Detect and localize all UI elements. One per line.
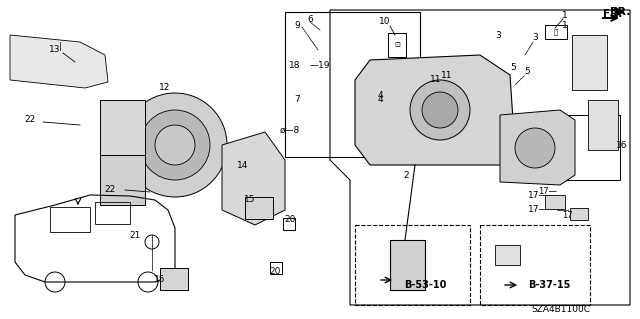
Text: 16: 16: [616, 140, 627, 150]
Text: 20: 20: [284, 216, 296, 225]
Circle shape: [140, 110, 210, 180]
Bar: [390, 240, 425, 290]
Bar: [588, 100, 618, 150]
Text: 14: 14: [237, 160, 249, 169]
Text: 17—: 17—: [538, 188, 557, 197]
Polygon shape: [222, 132, 285, 225]
Text: ø—8: ø—8: [280, 125, 300, 135]
Text: 17: 17: [562, 211, 573, 219]
Bar: [100, 155, 145, 205]
Bar: [388, 33, 406, 57]
Text: 17—: 17—: [528, 190, 548, 199]
Text: 20: 20: [269, 268, 281, 277]
Text: 17—: 17—: [528, 205, 548, 214]
Text: 15: 15: [244, 196, 256, 204]
Text: B-53-10: B-53-10: [404, 280, 446, 290]
Bar: [480, 225, 590, 305]
Text: ⊡: ⊡: [394, 42, 400, 48]
Text: 18: 18: [289, 61, 300, 70]
Text: 1: 1: [562, 20, 568, 29]
Bar: [572, 35, 607, 90]
Text: 7: 7: [294, 95, 300, 105]
Text: FR.: FR.: [610, 7, 630, 17]
Text: 21: 21: [129, 231, 141, 240]
Text: 4: 4: [377, 95, 383, 105]
Text: 9: 9: [294, 20, 300, 29]
Bar: [570, 208, 588, 220]
Bar: [495, 245, 520, 265]
Bar: [95, 202, 130, 224]
Text: FR.: FR.: [603, 9, 622, 19]
Circle shape: [123, 93, 227, 197]
Text: 11: 11: [430, 76, 442, 85]
Text: 4: 4: [377, 91, 383, 100]
Text: 5: 5: [510, 63, 516, 72]
Bar: [245, 197, 273, 219]
Bar: [100, 100, 145, 155]
Text: SZA4B1100C: SZA4B1100C: [531, 306, 590, 315]
Text: 22: 22: [104, 186, 116, 195]
Bar: [270, 262, 282, 274]
Bar: [355, 225, 470, 305]
Text: B-37-15: B-37-15: [528, 280, 570, 290]
Text: ⌗: ⌗: [554, 29, 558, 35]
Text: 12: 12: [159, 84, 171, 93]
Bar: [555, 115, 620, 180]
Bar: [283, 218, 295, 230]
Text: 22: 22: [24, 115, 36, 124]
Text: 3: 3: [532, 33, 538, 42]
Circle shape: [155, 125, 195, 165]
Bar: [545, 25, 567, 39]
Text: 1: 1: [562, 11, 568, 20]
Bar: [160, 268, 188, 290]
Text: 2: 2: [403, 170, 409, 180]
Polygon shape: [10, 35, 108, 88]
Text: 6: 6: [307, 16, 313, 25]
Circle shape: [515, 128, 555, 168]
Circle shape: [422, 92, 458, 128]
Text: 10: 10: [380, 18, 391, 26]
Text: —19: —19: [310, 61, 330, 70]
Circle shape: [410, 80, 470, 140]
Bar: [545, 195, 565, 209]
Text: 3: 3: [495, 31, 501, 40]
Bar: [285, 12, 420, 157]
Bar: [50, 207, 90, 232]
Text: 11: 11: [441, 70, 452, 79]
Text: 13: 13: [49, 46, 61, 55]
Text: 5: 5: [524, 68, 530, 77]
Polygon shape: [355, 55, 515, 165]
Text: 15: 15: [154, 276, 166, 285]
Polygon shape: [500, 110, 575, 185]
